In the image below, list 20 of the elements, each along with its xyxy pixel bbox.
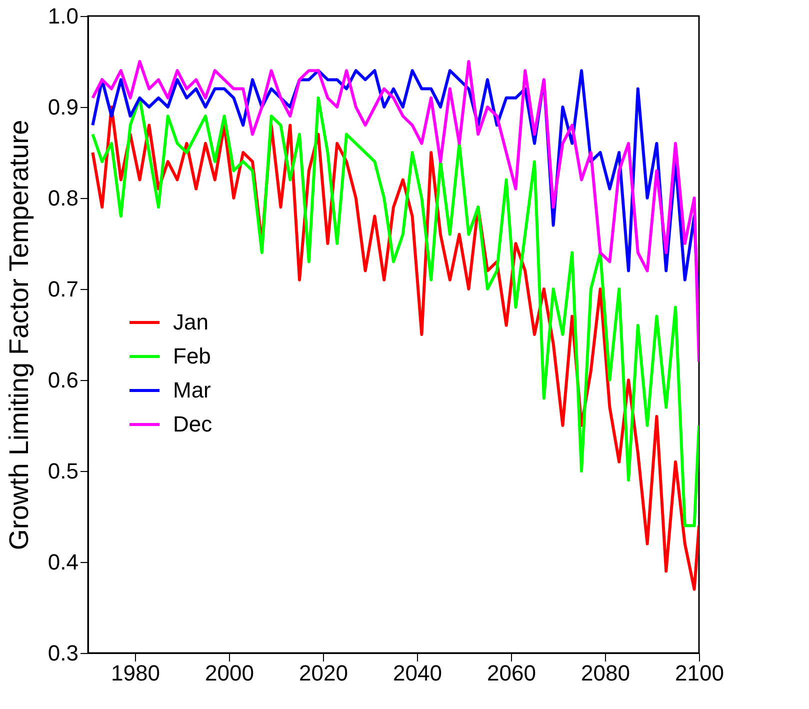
x-tick-label: 1980 [111,660,160,686]
y-tick-label: 0.9 [48,94,78,120]
legend-label: Jan [173,310,208,334]
y-tick-label: 0.5 [48,458,78,484]
y-tick-label: 1.0 [48,4,78,28]
legend-label: Mar [173,378,211,402]
y-tick-label: 0.3 [48,640,78,666]
y-tick-label: 0.4 [48,550,78,574]
y-tick-label: 0.8 [48,186,78,210]
legend-label: Feb [173,344,211,368]
y-tick-label: 0.6 [48,368,78,392]
legend-label: Dec [173,412,212,436]
x-tick-label: 2020 [299,660,348,686]
x-tick-label: 2000 [205,660,254,686]
x-tick-label: 2080 [581,660,630,686]
y-axis-title: Growth Limiting Factor Temperature [4,120,34,550]
x-tick-label: 2040 [393,660,442,686]
x-tick-label: 2100 [675,660,724,686]
x-tick-label: 2060 [487,660,536,686]
y-tick-label: 0.7 [48,276,78,302]
